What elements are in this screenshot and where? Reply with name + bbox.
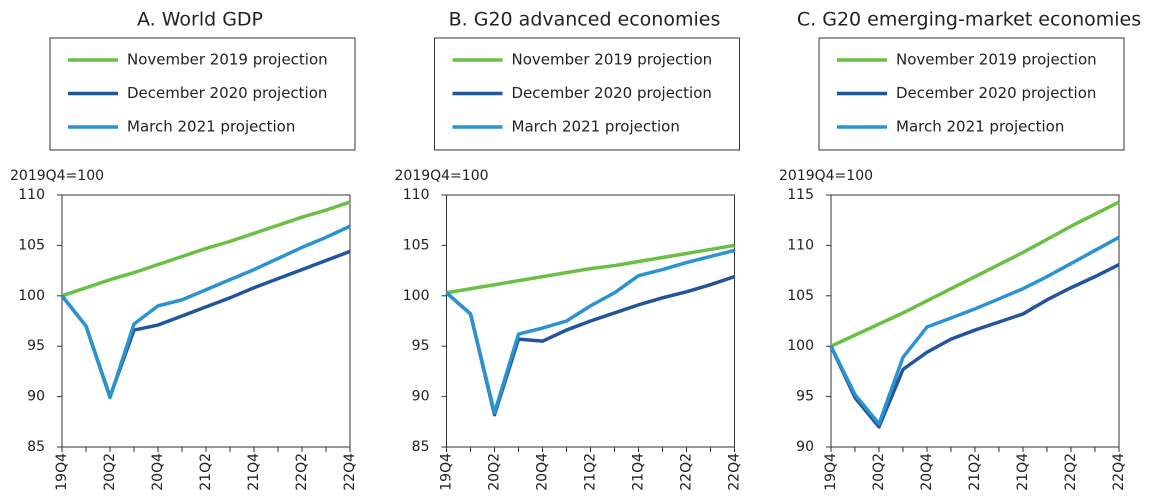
y-tick-label: 95	[27, 338, 45, 354]
y-tick-label: 85	[27, 439, 45, 455]
legend-label: March 2021 projection	[512, 118, 680, 136]
y-tick-label: 100	[18, 288, 45, 304]
y-tick-label: 115	[787, 187, 814, 203]
legend-label: November 2019 projection	[512, 51, 713, 69]
legend-box	[49, 37, 356, 151]
x-tick-label: 21Q2	[967, 453, 983, 491]
y-tick-label: 110	[787, 237, 814, 253]
y-tick-label: 85	[412, 439, 430, 455]
series-line	[60, 249, 351, 399]
y-tick-label: 105	[403, 237, 430, 253]
x-tick-label: 20Q4	[535, 453, 551, 491]
x-tick-label: 21Q4	[631, 453, 647, 491]
x-tick-label: 19Q4	[439, 453, 455, 491]
x-tick-label: 21Q4	[1015, 453, 1031, 491]
chart-title: A. World GDP	[137, 9, 263, 31]
y-tick-label: 100	[403, 288, 430, 304]
x-tick-label: 20Q2	[102, 453, 118, 491]
plot-frame	[446, 194, 735, 448]
x-tick-label: 19Q4	[54, 453, 70, 491]
y-tick-label: 90	[412, 389, 430, 405]
series-line	[830, 200, 1120, 348]
legend-label: November 2019 projection	[896, 51, 1097, 69]
series-line	[446, 243, 735, 295]
y-tick-label: 95	[796, 389, 814, 405]
x-tick-label: 20Q2	[871, 453, 887, 491]
series-line	[445, 248, 735, 415]
legend-label: December 2020 projection	[512, 84, 712, 102]
series-line	[445, 274, 736, 417]
legend-box	[818, 37, 1125, 151]
y-tick-label: 90	[27, 389, 45, 405]
legend-label: March 2021 projection	[127, 118, 295, 136]
legend-box	[434, 37, 740, 151]
y-tick-label: 95	[412, 338, 430, 354]
x-tick-label: 22Q2	[1063, 453, 1079, 491]
chart-title: B. G20 advanced economies	[449, 9, 721, 31]
series-line	[829, 235, 1120, 426]
y-axis-label: 2019Q4=100	[10, 168, 104, 184]
y-tick-label: 110	[403, 187, 430, 203]
x-tick-label: 22Q4	[727, 453, 743, 491]
y-tick-label: 90	[796, 439, 814, 455]
series-line	[60, 224, 351, 400]
x-tick-label: 20Q4	[919, 453, 935, 491]
plot-frame	[830, 194, 1120, 448]
x-tick-label: 22Q2	[294, 453, 310, 491]
legend-label: November 2019 projection	[127, 51, 328, 69]
y-axis-label: 2019Q4=100	[779, 168, 873, 184]
x-tick-label: 21Q2	[583, 453, 599, 491]
plot-frame	[61, 194, 351, 448]
legend-label: December 2020 projection	[127, 84, 327, 102]
x-tick-label: 21Q4	[246, 453, 262, 491]
legend-label: March 2021 projection	[896, 118, 1064, 136]
y-tick-label: 105	[18, 237, 45, 253]
y-tick-label: 100	[787, 338, 814, 354]
x-tick-label: 21Q2	[198, 453, 214, 491]
y-tick-label: 110	[18, 187, 45, 203]
x-tick-label: 22Q4	[1111, 453, 1127, 491]
legend-label: December 2020 projection	[896, 84, 1096, 102]
x-tick-label: 20Q4	[150, 453, 166, 491]
x-tick-label: 19Q4	[823, 453, 839, 491]
x-tick-label: 22Q2	[679, 453, 695, 491]
x-tick-label: 22Q4	[342, 453, 358, 491]
chart-title: C. G20 emerging-market economies	[797, 9, 1141, 31]
series-line	[61, 200, 351, 298]
series-line	[829, 262, 1120, 429]
y-axis-label: 2019Q4=100	[395, 168, 489, 184]
y-tick-label: 105	[787, 288, 814, 304]
x-tick-label: 20Q2	[487, 453, 503, 491]
